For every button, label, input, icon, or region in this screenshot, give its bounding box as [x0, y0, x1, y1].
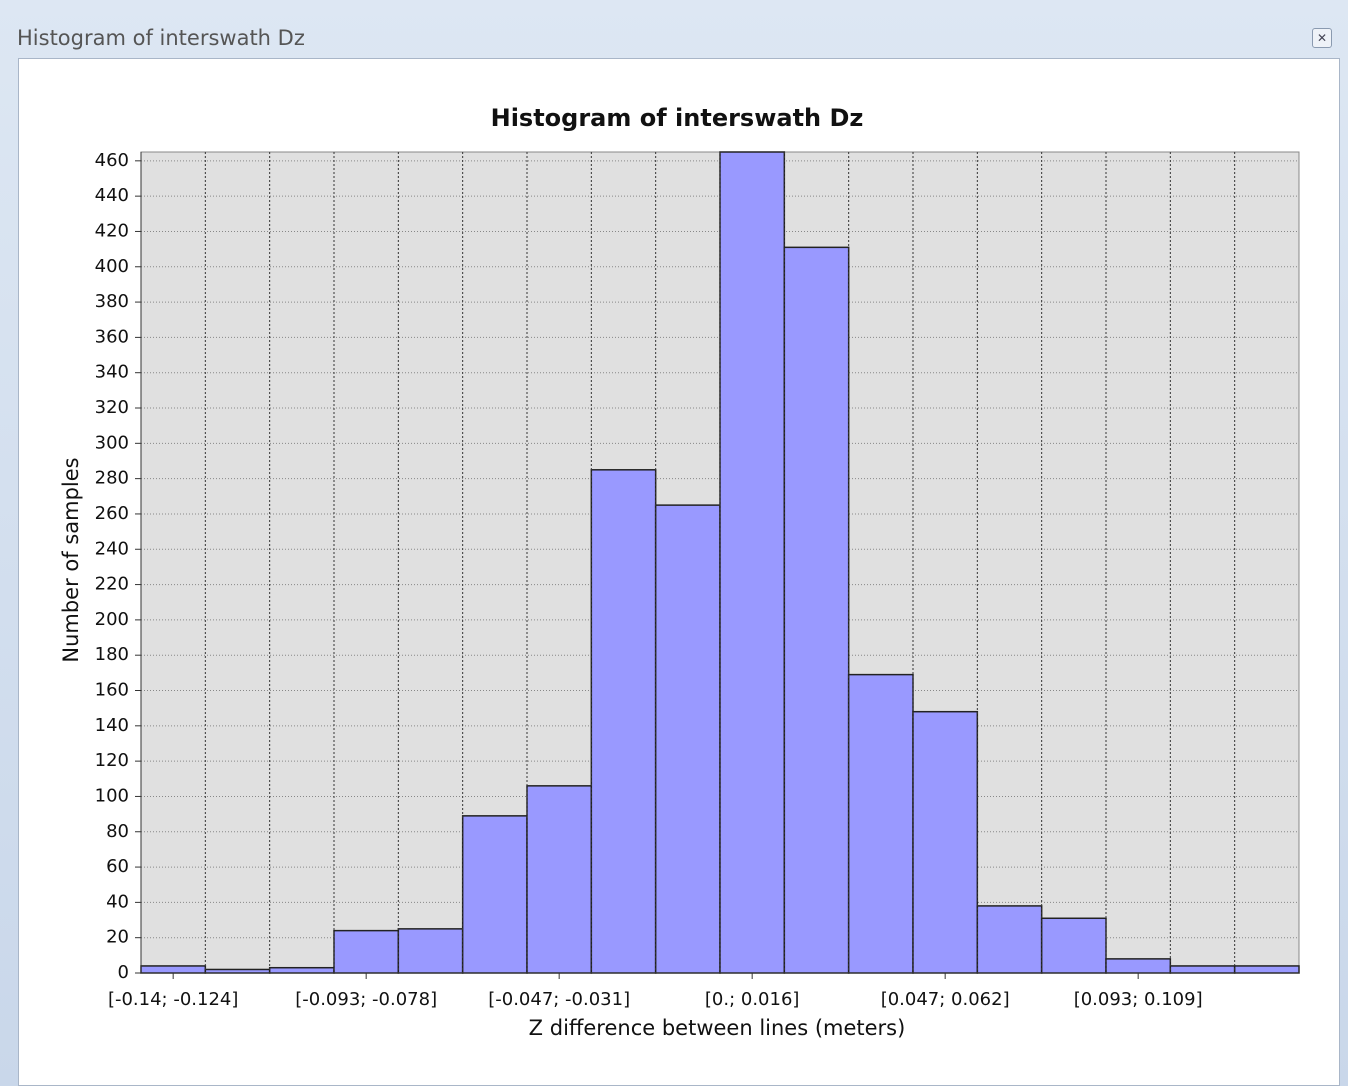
- bar: [140, 965, 207, 974]
- y-tick-label: 280: [95, 468, 129, 489]
- y-tick-label: 100: [95, 785, 129, 806]
- y-tick-label: 340: [95, 362, 129, 383]
- y-axis-label: Number of samples: [59, 457, 83, 662]
- bar: [397, 928, 464, 974]
- x-tick-label: [-0.14; -0.124]: [108, 989, 238, 1010]
- y-tick-label: 140: [95, 715, 129, 736]
- y-tick-label: 200: [95, 609, 129, 630]
- bar: [912, 710, 979, 974]
- y-tick-label: 380: [95, 291, 129, 312]
- bar: [333, 929, 400, 974]
- window-title: Histogram of interswath Dz: [17, 26, 305, 50]
- x-tick-label: [0.047; 0.062]: [881, 989, 1010, 1010]
- bar: [1169, 965, 1236, 974]
- y-tick-label: 260: [95, 503, 129, 524]
- y-tick-label: 460: [95, 150, 129, 171]
- y-tick-label: 300: [95, 432, 129, 453]
- y-tick-label: 220: [95, 574, 129, 595]
- bar: [1105, 958, 1172, 974]
- bar: [719, 151, 786, 974]
- bar: [268, 966, 335, 974]
- x-tick-label: [0.; 0.016]: [705, 989, 800, 1010]
- y-tick-label: 160: [95, 680, 129, 701]
- y-tick-label: 440: [95, 185, 129, 206]
- y-tick-label: 60: [106, 856, 129, 877]
- bar: [654, 504, 721, 974]
- bar: [783, 246, 850, 974]
- chart-title: Histogram of interswath Dz: [491, 104, 864, 132]
- y-tick-label: 320: [95, 397, 129, 418]
- x-tick-label: [-0.047; -0.031]: [488, 989, 630, 1010]
- x-tick-label: [-0.093; -0.078]: [295, 989, 437, 1010]
- bar: [976, 905, 1043, 974]
- bar: [847, 673, 914, 974]
- y-tick-label: 420: [95, 220, 129, 241]
- y-tick-label: 20: [106, 927, 129, 948]
- y-tick-label: 360: [95, 326, 129, 347]
- x-axis-label: Z difference between lines (meters): [529, 1016, 906, 1040]
- bar: [204, 968, 271, 974]
- y-tick-label: 180: [95, 644, 129, 665]
- y-tick-label: 120: [95, 750, 129, 771]
- y-tick-label: 40: [106, 891, 129, 912]
- x-tick-label: [0.093; 0.109]: [1074, 989, 1203, 1010]
- y-tick-label: 240: [95, 538, 129, 559]
- y-tick-label: 400: [95, 256, 129, 277]
- bar: [461, 815, 528, 974]
- close-button[interactable]: ✕: [1312, 28, 1332, 48]
- y-tick-label: 0: [118, 962, 129, 983]
- bar: [1040, 917, 1107, 974]
- bar: [1233, 965, 1300, 974]
- bar: [590, 469, 657, 974]
- y-tick-label: 80: [106, 821, 129, 842]
- bar: [526, 785, 593, 974]
